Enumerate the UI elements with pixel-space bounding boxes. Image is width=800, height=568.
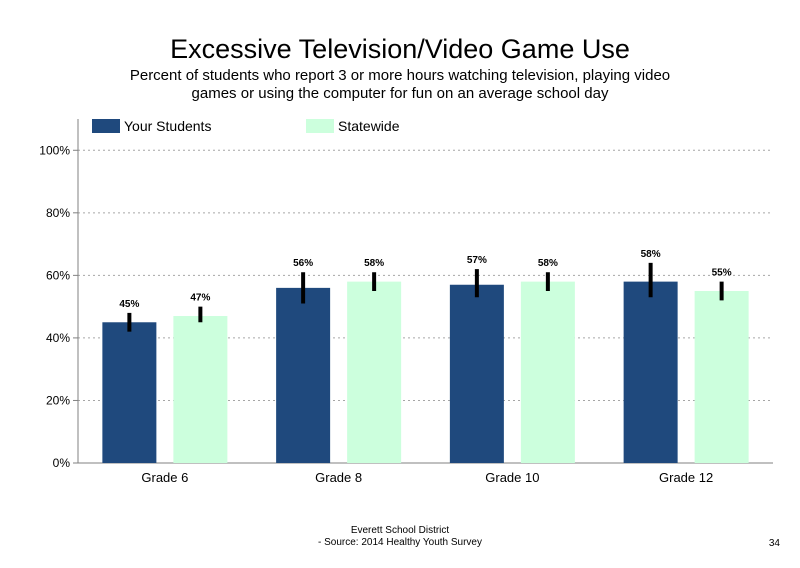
legend-swatch-statewide: [306, 119, 334, 133]
data-label: 58%: [641, 249, 661, 260]
data-label: 58%: [364, 258, 384, 269]
y-tick-label: 0%: [53, 456, 71, 470]
bar: [520, 281, 575, 463]
bar: [623, 281, 678, 463]
x-tick-label: Grade 6: [141, 470, 188, 485]
x-tick-label: Grade 12: [659, 470, 713, 485]
footer: Everett School District - Source: 2014 H…: [300, 525, 500, 549]
data-label: 45%: [119, 299, 139, 310]
legend-statewide: Statewide: [306, 117, 399, 135]
data-label: 58%: [538, 258, 558, 269]
page-number: 34: [768, 538, 780, 549]
data-label: 55%: [712, 268, 732, 279]
bar: [694, 291, 749, 463]
x-tick-label: Grade 10: [485, 470, 539, 485]
y-tick-label: 20%: [46, 393, 70, 407]
bar: [102, 322, 157, 463]
x-tick-label: Grade 8: [315, 470, 362, 485]
data-label: 57%: [467, 255, 487, 266]
bar: [173, 316, 228, 463]
legend-label-your-students: Your Students: [124, 118, 212, 134]
data-label: 56%: [293, 258, 313, 269]
chart-title: Excessive Television/Video Game Use: [170, 34, 630, 64]
y-tick-label: 60%: [46, 268, 70, 282]
bar: [449, 284, 504, 463]
legend-swatch-your-students: [92, 119, 120, 133]
y-tick-label: 80%: [46, 206, 70, 220]
y-tick-label: 40%: [46, 331, 70, 345]
legend-label-statewide: Statewide: [338, 118, 400, 134]
bar: [347, 281, 402, 463]
bar: [276, 287, 331, 463]
y-tick-label: 100%: [39, 143, 70, 157]
chart-subtitle: Percent of students who report 3 or more…: [129, 67, 671, 102]
footer-source: - Source: 2014 Healthy Youth Survey: [318, 537, 482, 548]
legend-your-students: Your Students: [92, 117, 211, 135]
footer-district: Everett School District: [350, 525, 450, 536]
data-label: 47%: [190, 293, 210, 304]
